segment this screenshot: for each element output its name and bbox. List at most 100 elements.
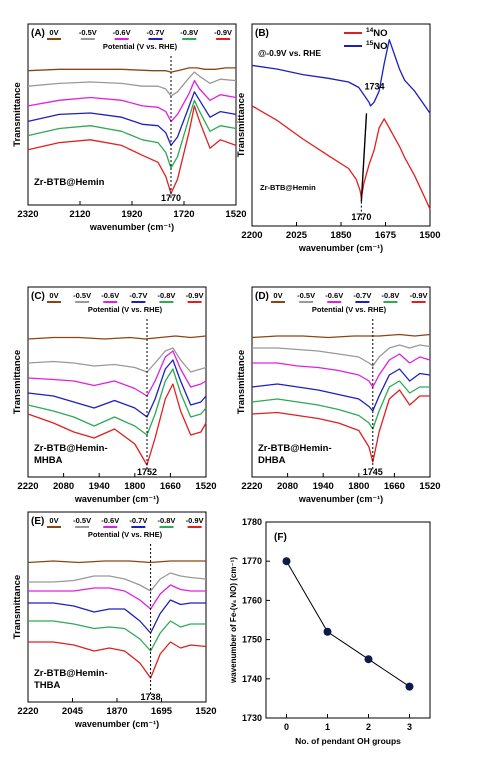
x-tick-label: 1660 xyxy=(160,481,181,492)
panel-label: (C) xyxy=(31,291,45,302)
x-tick-label: 1870 xyxy=(106,706,127,717)
series-15no xyxy=(251,39,431,114)
annotation-peak: 1734 xyxy=(364,81,384,91)
x-axis-label: wavenumber (cm⁻¹) xyxy=(89,222,174,232)
plot-frame xyxy=(265,521,431,719)
x-tick-label: 1800 xyxy=(348,481,369,492)
series--0-6v xyxy=(28,584,206,610)
panel-d: 2220 2080 1940 1800 1660 1520 wavenumber (cm⁻¹… xyxy=(236,286,441,504)
y-tick-label: 1760 xyxy=(242,595,262,605)
legend-title: Potential (V vs. RHE) xyxy=(88,305,163,314)
legend-label: -0.8V xyxy=(180,28,198,37)
sample-label: Zr-BTB@Hemin xyxy=(260,183,316,192)
x-tick-label: 1850 xyxy=(330,230,351,241)
annotation-peak: 1770 xyxy=(351,212,371,222)
x-tick-label: 2200 xyxy=(241,230,262,241)
legend-title: Potential (V vs. RHE) xyxy=(103,42,178,51)
legend-label: -0.6V xyxy=(101,516,119,525)
series--0-7v xyxy=(28,599,206,634)
x-tick-label: 1520 xyxy=(195,481,216,492)
x-tick-label: 2 xyxy=(366,722,371,732)
legend-label: -0.9V xyxy=(186,516,204,525)
y-tick-label: 1740 xyxy=(242,674,262,684)
legend-label: -0.5V xyxy=(73,291,91,300)
series--0-9v xyxy=(251,389,430,463)
panel-label: (F) xyxy=(274,532,287,543)
legend-label: 0V xyxy=(49,291,58,300)
x-tick-label: 2045 xyxy=(62,706,84,717)
x-tick-label: 2025 xyxy=(286,230,308,241)
x-tick-label: 1940 xyxy=(89,481,110,492)
x-tick-label: 1520 xyxy=(225,209,246,220)
panel-label: (A) xyxy=(31,28,45,39)
data-point xyxy=(364,655,373,664)
series--0-9v xyxy=(28,641,207,679)
y-axis-label: Transmittance xyxy=(12,350,23,414)
series--0-6v xyxy=(27,79,237,123)
x-tick-label: 1720 xyxy=(173,209,194,220)
sample-label: DHBA xyxy=(258,455,286,466)
data-point xyxy=(405,682,414,691)
y-axis-label: wavenumber of Fe-(vₛ NO) (cm⁻¹) xyxy=(229,557,238,684)
series--0-8v xyxy=(28,620,206,652)
y-axis-label: Transmittance xyxy=(236,350,247,414)
y-tick-label: 1780 xyxy=(242,517,262,527)
series-0v xyxy=(27,335,207,340)
series-14no xyxy=(251,105,431,210)
legend-label: -0.6V xyxy=(101,291,119,300)
legend-title: Potential (V vs. RHE) xyxy=(312,305,387,314)
legend-label: -0.5V xyxy=(297,291,315,300)
legend-label: -0.8V xyxy=(158,516,176,525)
series-0v xyxy=(27,67,236,73)
legend-label: -0.7V xyxy=(129,516,147,525)
series-0v xyxy=(27,560,206,564)
sample-label: THBA xyxy=(34,680,61,691)
legend-title: Potential (V vs. RHE) xyxy=(88,530,163,539)
x-tick-label: 2220 xyxy=(241,481,262,492)
legend-isotope: 14 xyxy=(366,27,374,34)
legend-label: -0.9V xyxy=(410,291,428,300)
x-tick-label: 1 xyxy=(325,722,330,732)
x-tick-label: 2220 xyxy=(17,481,38,492)
legend-label: -0.8V xyxy=(158,291,176,300)
annotation-peak: 1738 xyxy=(141,692,161,702)
sample-label: Zr-BTB@Hemin xyxy=(34,177,105,188)
x-axis-label: No. of pendant OH groups xyxy=(295,736,401,746)
legend-isotope: 15 xyxy=(366,40,374,47)
legend-label: 0V xyxy=(49,516,58,525)
x-axis-label: wavenumber (cm⁻¹) xyxy=(74,494,159,504)
x-axis-label: wavenumber (cm⁻¹) xyxy=(298,494,383,504)
legend-label: -0.7V xyxy=(353,291,371,300)
x-axis-label: wavenumber (cm⁻¹) xyxy=(298,243,383,253)
y-axis-label: Transmittance xyxy=(236,93,247,157)
legend-label: 0V xyxy=(273,291,282,300)
data-point xyxy=(323,627,332,636)
legend-label: -0.7V xyxy=(129,291,147,300)
x-tick-label: 1695 xyxy=(151,706,173,717)
panel-label: (E) xyxy=(31,516,44,527)
legend-label: -0.5V xyxy=(73,516,91,525)
sample-label: MHBA xyxy=(34,455,63,466)
x-axis-label: wavenumber (cm⁻¹) xyxy=(74,719,159,729)
panel-c: 2220 2080 1940 1800 1660 1520 wavenumber (cm⁻¹… xyxy=(12,286,217,504)
x-tick-label: 2120 xyxy=(69,209,90,220)
annotation-peak: 1745 xyxy=(363,467,383,477)
y-tick-label: 1750 xyxy=(242,635,262,645)
x-tick-label: 2080 xyxy=(277,481,298,492)
x-tick-label: 1500 xyxy=(419,230,440,241)
x-tick-label: 2080 xyxy=(53,481,74,492)
series--0-8v xyxy=(27,368,207,436)
plot-frame xyxy=(27,286,207,478)
legend-label: 14NO xyxy=(366,27,387,39)
series--0-8v xyxy=(251,380,430,430)
series--0-5v xyxy=(27,71,237,97)
y-tick-label: 1770 xyxy=(242,556,262,566)
legend-label: -0.9V xyxy=(214,28,232,37)
x-tick-label: 0 xyxy=(284,722,289,732)
x-tick-label: 1660 xyxy=(384,481,405,492)
x-tick-label: 2320 xyxy=(17,209,38,220)
y-axis-label: Transmittance xyxy=(12,575,23,639)
x-tick-label: 1940 xyxy=(313,481,334,492)
legend-label: 15NO xyxy=(366,40,387,52)
